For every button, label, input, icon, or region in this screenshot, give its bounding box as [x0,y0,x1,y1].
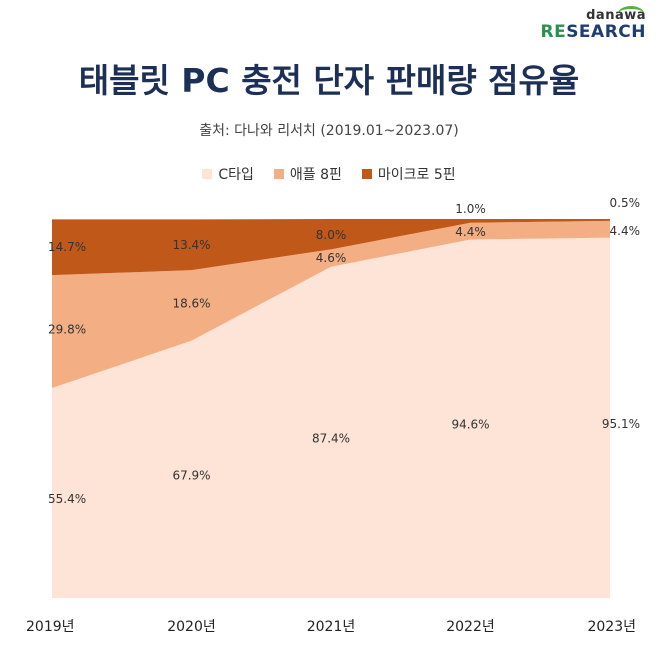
data-label-apple-8pin: 4.4% [455,225,486,239]
logo-bottom-text: RESEARCH [540,23,646,41]
data-label-c-type: 67.9% [172,468,210,482]
x-tick-label: 2022년 [446,619,495,635]
data-label-micro-5pin: 14.7% [48,240,86,254]
x-tick-label: 2023년 [587,619,636,635]
chart-source: 출처: 다나와 리서치 (2019.01~2023.07) [199,123,459,139]
data-label-c-type: 95.1% [602,417,640,431]
data-label-micro-5pin: 13.4% [172,238,210,252]
area-micro-5pin [52,219,610,276]
legend-swatch [202,169,213,179]
legend-item-apple-8pin: 애플 8핀 [273,164,342,184]
logo-rest-text: SEARCH [566,22,646,42]
data-label-apple-8pin: 4.6% [316,251,347,265]
area-c-type [52,237,610,599]
legend-label: 마이크로 5핀 [377,167,456,183]
legend-item-micro-5pin: 마이크로 5핀 [361,164,456,184]
x-tick-label: 2020년 [167,619,216,635]
legend-swatch [361,169,372,179]
logo-accent-text: RE [540,22,567,42]
legend-swatch [273,169,284,179]
x-tick-label: 2019년 [26,619,75,635]
danawa-research-logo: danawa RESEARCH [540,6,646,41]
x-tick-label: 2021년 [307,619,356,635]
data-label-apple-8pin: 18.6% [172,296,210,310]
logo-swoosh-icon [618,6,644,21]
data-label-apple-8pin: 4.4% [610,224,641,238]
legend-label: 애플 8핀 [289,167,342,183]
data-label-micro-5pin: 1.0% [455,202,486,216]
legend-item-c-type: C타입 [202,164,254,184]
legend-label: C타입 [218,167,254,183]
area-apple-8pin [52,220,610,389]
chart-legend: C타입 애플 8핀 마이크로 5핀 [0,164,658,184]
chart-title: 태블릿 PC 충전 단자 판매량 점유율 [78,61,580,100]
data-label-c-type: 87.4% [312,431,350,445]
data-label-micro-5pin: 0.5% [610,196,641,210]
data-label-micro-5pin: 8.0% [316,228,347,242]
data-label-apple-8pin: 29.8% [48,323,86,337]
data-label-c-type: 94.6% [451,418,489,432]
data-label-c-type: 55.4% [48,492,86,506]
